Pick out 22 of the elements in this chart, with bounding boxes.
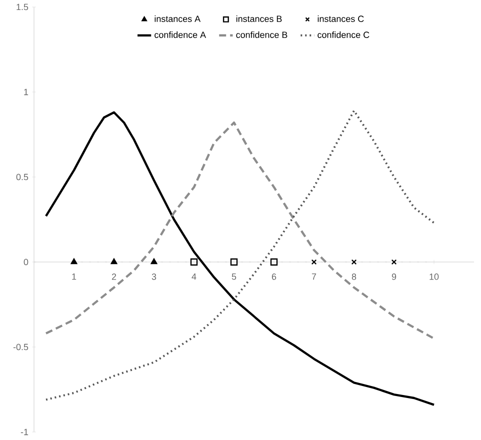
x-tick-label: 5 <box>232 274 236 280</box>
x-tick-label: 9 <box>392 274 396 280</box>
x-tick-label: 10 <box>430 274 439 280</box>
legend-label: confidence B <box>236 31 288 38</box>
y-tick-label: 0 <box>24 258 28 266</box>
legend-label: confidence C <box>318 31 370 38</box>
legend-label: instances C <box>318 15 364 22</box>
x-tick-label: 3 <box>152 274 156 280</box>
x-tick-label: 2 <box>112 274 116 280</box>
x-tick-label: 7 <box>312 274 316 280</box>
x-tick-label: 1 <box>72 274 76 280</box>
y-tick-label: 0.5 <box>16 174 28 180</box>
legend-label: confidence A <box>154 31 206 38</box>
x-tick-label: 6 <box>272 274 276 280</box>
legend-label: instances B <box>236 15 282 22</box>
x-tick-label: 8 <box>352 274 356 280</box>
y-tick-label: 1.5 <box>16 4 28 10</box>
y-tick-label: -0.5 <box>13 344 28 350</box>
y-tick-label: -1 <box>20 428 28 436</box>
x-tick-label: 4 <box>192 274 196 280</box>
y-tick-label: 1 <box>24 88 28 96</box>
legend-label: instances A <box>154 15 201 22</box>
